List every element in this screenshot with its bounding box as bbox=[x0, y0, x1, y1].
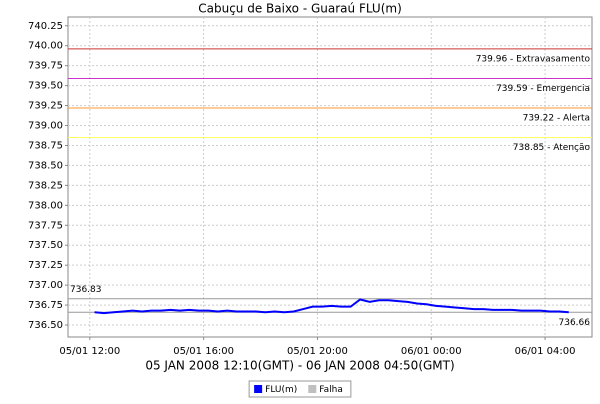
x-axis-label: 05 JAN 2008 12:10(GMT) - 06 JAN 2008 04:… bbox=[145, 359, 454, 373]
y-tick-label: 738.50 bbox=[28, 160, 63, 171]
reference-label: 739.96 - Extravasamento bbox=[476, 54, 591, 64]
x-tick-label: 06/01 00:00 bbox=[401, 346, 462, 357]
legend-box bbox=[248, 380, 352, 398]
reference-label: 736.83 bbox=[70, 285, 102, 295]
legend-label: Falha bbox=[319, 385, 343, 395]
y-tick-label: 739.50 bbox=[28, 81, 63, 92]
y-tick-label: 738.25 bbox=[28, 180, 63, 191]
reference-label: 739.59 - Emergencia bbox=[496, 84, 590, 94]
y-tick-label: 737.50 bbox=[28, 240, 63, 251]
legend-swatch bbox=[254, 385, 263, 393]
legend: FLU(m) Falha bbox=[248, 380, 352, 398]
x-tick-label: 05/01 20:00 bbox=[287, 346, 348, 357]
y-tick-label: 738.00 bbox=[28, 200, 63, 211]
y-tick-label: 739.75 bbox=[28, 61, 63, 72]
x-tick-label: 06/01 04:00 bbox=[515, 346, 576, 357]
y-tick-label: 739.00 bbox=[28, 121, 63, 132]
y-tick-label: 738.75 bbox=[28, 140, 63, 151]
data-line bbox=[94, 298, 569, 315]
y-tick-label: 740.25 bbox=[28, 21, 63, 32]
y-tick-label: 737.75 bbox=[28, 220, 63, 231]
y-tick-label: 736.75 bbox=[28, 300, 63, 311]
y-tick-label: 737.00 bbox=[28, 280, 63, 291]
plot-area bbox=[67, 16, 593, 338]
y-tick-label: 740.00 bbox=[28, 41, 63, 52]
chart-title: Cabuçu de Baixo - Guaraú FLU(m) bbox=[198, 2, 402, 16]
x-tick-label: 05/01 16:00 bbox=[173, 346, 234, 357]
legend-swatch bbox=[308, 385, 317, 393]
legend-label: FLU(m) bbox=[265, 385, 297, 395]
y-tick-label: 736.50 bbox=[28, 320, 63, 331]
reference-label: 736.66 bbox=[559, 318, 591, 328]
reference-label: 739.22 - Alerta bbox=[523, 113, 590, 123]
reference-label: 738.85 - Atenção bbox=[513, 143, 591, 153]
y-tick-label: 737.25 bbox=[28, 260, 63, 271]
x-tick-label: 05/01 12:00 bbox=[59, 346, 120, 357]
y-tick-label: 739.25 bbox=[28, 101, 63, 112]
